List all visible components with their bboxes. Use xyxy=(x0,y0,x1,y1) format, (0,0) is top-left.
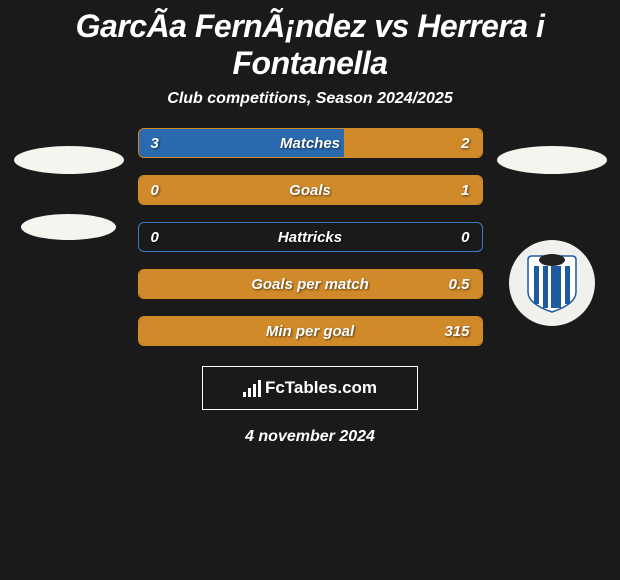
stat-value-right: 1 xyxy=(461,182,469,199)
player-left-avatar-placeholder xyxy=(14,146,124,174)
comparison-area: 3 Matches 2 0 Goals 1 0 Hattricks 0 Goals per mat… xyxy=(10,128,610,346)
stat-row: 0 Goals 1 xyxy=(138,175,483,205)
brand-logo-box[interactable]: FcTables.com xyxy=(202,366,418,410)
stat-value-right: 0.5 xyxy=(449,276,470,293)
stat-row: 0 Hattricks 0 xyxy=(138,222,483,252)
stat-value-right: 0 xyxy=(461,229,469,246)
player-right-avatar-placeholder xyxy=(497,146,607,174)
comparison-title: GarcÃ­a FernÃ¡ndez vs Herrera i Fontanel… xyxy=(10,0,610,86)
stat-value-left: 0 xyxy=(151,182,159,199)
stat-value-right: 2 xyxy=(461,135,469,152)
stat-row: 3 Matches 2 xyxy=(138,128,483,158)
stat-label: Matches xyxy=(280,135,340,152)
stat-bars: 3 Matches 2 0 Goals 1 0 Hattricks 0 Goals per mat… xyxy=(138,128,483,346)
comparison-subtitle: Club competitions, Season 2024/2025 xyxy=(10,86,610,128)
club-crest-icon xyxy=(524,252,580,314)
player-right-column xyxy=(497,128,607,326)
stat-row: Min per goal 315 xyxy=(138,316,483,346)
stat-value-right: 315 xyxy=(444,323,469,340)
stat-value-left: 0 xyxy=(151,229,159,246)
stat-value-left: 3 xyxy=(151,135,159,152)
stat-label: Goals per match xyxy=(251,276,369,293)
player-right-club-badge xyxy=(509,240,595,326)
brand-logo-icon xyxy=(243,379,261,397)
player-left-column xyxy=(14,128,124,240)
stat-label: Min per goal xyxy=(266,323,354,340)
stat-label: Goals xyxy=(289,182,331,199)
brand-logo-text: FcTables.com xyxy=(265,378,377,398)
footer-date: 4 november 2024 xyxy=(10,428,610,446)
stat-row: Goals per match 0.5 xyxy=(138,269,483,299)
player-left-club-placeholder xyxy=(21,214,116,240)
stat-label: Hattricks xyxy=(278,229,342,246)
